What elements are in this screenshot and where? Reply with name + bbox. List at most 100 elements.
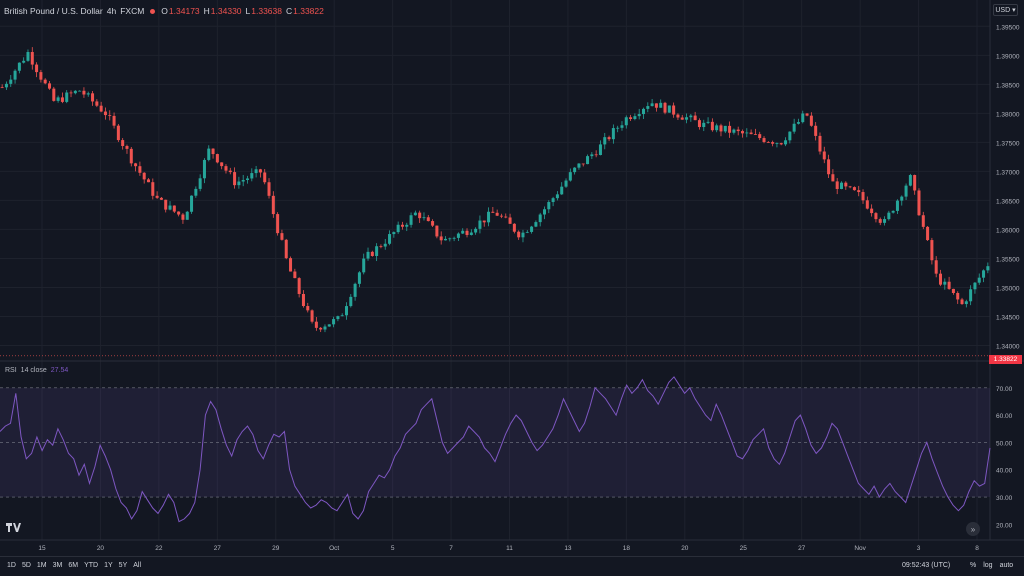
candle-body xyxy=(508,217,512,224)
candle-body xyxy=(512,223,516,232)
candle-body xyxy=(633,116,637,120)
candle-body xyxy=(456,233,460,238)
range-button-1d[interactable]: 1D xyxy=(7,562,16,569)
tradingview-logo-icon[interactable] xyxy=(6,523,21,534)
candlestick-series[interactable] xyxy=(0,47,990,357)
candle-body xyxy=(280,233,284,240)
candle-body xyxy=(951,288,955,294)
candle-body xyxy=(276,214,280,234)
candle-body xyxy=(435,225,439,237)
rsi-axis[interactable]: 70.00 60.00 50.00 40.00 30.00 20.00 xyxy=(996,386,1013,530)
candle-body xyxy=(267,182,271,196)
range-button-1y[interactable]: 1Y xyxy=(104,562,113,569)
time-tick-label: 18 xyxy=(623,545,631,552)
candle-body xyxy=(409,215,413,225)
candle-body xyxy=(400,224,404,227)
candle-body xyxy=(762,138,766,142)
rsi-pane[interactable] xyxy=(0,376,991,523)
price-tick-label: 1.38000 xyxy=(996,111,1020,118)
candle-body xyxy=(620,125,624,128)
currency-selector[interactable]: USD ▾ xyxy=(993,4,1018,16)
candle-body xyxy=(306,306,310,311)
candle-body xyxy=(538,214,542,223)
clock[interactable]: 09:52:43 (UTC) xyxy=(902,562,951,569)
candle-body xyxy=(112,115,116,126)
range-button-5y[interactable]: 5Y xyxy=(118,562,128,569)
candle-body xyxy=(26,52,30,61)
rsi-title[interactable]: RSI xyxy=(5,367,17,374)
scroll-to-realtime-icon[interactable]: » xyxy=(966,522,980,536)
candle-body xyxy=(680,117,684,120)
candle-body xyxy=(603,137,607,145)
candle-body xyxy=(194,188,198,196)
rsi-legend: RSI 14 close 27.54 xyxy=(5,367,68,374)
candle-body xyxy=(418,212,422,219)
candle-body xyxy=(560,186,564,195)
candle-body xyxy=(190,195,194,212)
percent-scale-button[interactable]: % xyxy=(970,562,977,569)
candle-body xyxy=(663,102,667,113)
candle-body xyxy=(788,131,792,141)
price-tick-label: 1.35500 xyxy=(996,256,1020,263)
candle-body xyxy=(327,324,331,327)
candle-body xyxy=(491,211,495,213)
candle-body xyxy=(521,232,525,238)
candle-body xyxy=(211,148,215,155)
price-axis[interactable]: 1.39500 1.39000 1.38500 1.38000 1.37500 1.370… xyxy=(996,24,1020,350)
candle-body xyxy=(766,141,770,143)
candle-body xyxy=(310,310,314,322)
candle-body xyxy=(598,144,602,155)
symbol-name[interactable]: British Pound / U.S. Dollar xyxy=(4,6,103,16)
interval-label[interactable]: 4h xyxy=(106,6,117,16)
time-tick-label: 27 xyxy=(798,545,806,552)
candle-body xyxy=(207,148,211,160)
candle-body xyxy=(289,258,293,272)
candle-body xyxy=(986,266,990,271)
ohlc-close: C1.33822 xyxy=(286,6,324,16)
range-button-3m[interactable]: 3M xyxy=(52,562,63,569)
candle-body xyxy=(917,190,921,216)
range-button-6m[interactable]: 6M xyxy=(68,562,79,569)
candle-body xyxy=(693,115,697,121)
range-button-1m[interactable]: 1M xyxy=(36,562,47,569)
candle-body xyxy=(103,111,107,116)
candle-body xyxy=(413,212,417,216)
price-chart[interactable]: 1.39500 1.39000 1.38500 1.38000 1.37500 1.370… xyxy=(0,0,1024,556)
candle-body xyxy=(586,156,590,165)
candle-body xyxy=(439,236,443,241)
candle-body xyxy=(362,258,366,273)
range-button-all[interactable]: All xyxy=(133,562,142,569)
price-tick-label: 1.39500 xyxy=(996,24,1020,31)
candle-body xyxy=(426,217,430,222)
candle-body xyxy=(715,125,719,131)
rsi-value: 27.54 xyxy=(50,367,69,374)
range-button-ytd[interactable]: YTD xyxy=(84,562,99,569)
candle-body xyxy=(443,238,448,241)
price-tick-label: 1.37000 xyxy=(996,169,1020,176)
log-scale-button[interactable]: log xyxy=(983,562,993,569)
candle-body xyxy=(314,321,318,328)
candle-body xyxy=(332,319,336,325)
time-tick-label: Nov xyxy=(854,545,866,552)
price-tick-label: 1.34500 xyxy=(996,314,1020,321)
candle-body xyxy=(641,108,646,115)
candle-body xyxy=(138,166,142,173)
candle-body xyxy=(749,132,753,135)
candle-body xyxy=(99,105,103,112)
candle-body xyxy=(590,154,594,157)
time-tick-label: 7 xyxy=(449,545,453,552)
time-axis[interactable]: 15 20 22 27 29 Oct 5 7 11 13 18 20 25 27 Nov 3 8 xyxy=(38,545,979,552)
rsi-tick-label: 30.00 xyxy=(996,495,1013,502)
time-tick-label: 29 xyxy=(272,545,280,552)
candle-body xyxy=(801,113,805,123)
auto-scale-button[interactable]: auto xyxy=(999,562,1014,569)
time-tick-label: 15 xyxy=(38,545,46,552)
time-tick-label: 20 xyxy=(97,545,105,552)
range-button-5d[interactable]: 5D xyxy=(21,562,31,569)
candle-body xyxy=(814,125,818,136)
candle-body xyxy=(547,202,551,210)
candle-body xyxy=(52,88,56,101)
candle-body xyxy=(607,137,611,140)
candle-body xyxy=(297,278,301,294)
candle-body xyxy=(60,97,64,102)
